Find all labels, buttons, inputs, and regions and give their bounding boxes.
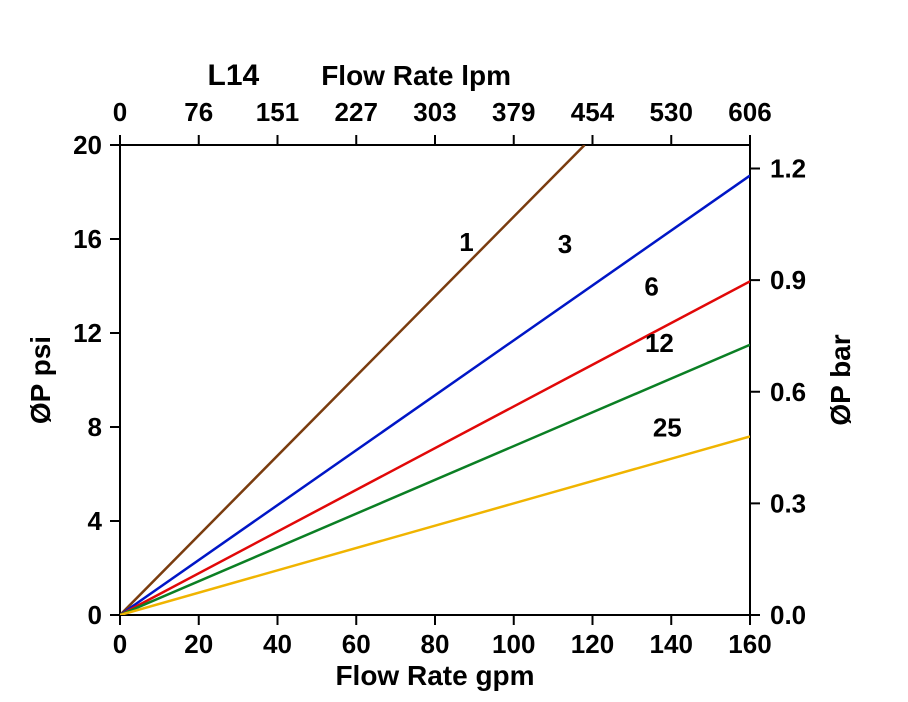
series-label-25: 25 (653, 412, 682, 442)
series-line-25 (120, 436, 750, 615)
series-label-3: 3 (558, 229, 572, 259)
series-label-6: 6 (644, 271, 658, 301)
y-right-title: ØP bar (825, 334, 856, 425)
x-bottom-tick-label: 40 (263, 629, 292, 659)
x-bottom-tick-label: 160 (728, 629, 771, 659)
y-left-tick-label: 20 (73, 130, 102, 160)
x-bottom-tick-label: 140 (650, 629, 693, 659)
x-top-tick-label: 151 (256, 97, 299, 127)
x-top-tick-label: 227 (335, 97, 378, 127)
y-left-tick-label: 8 (88, 412, 102, 442)
x-top-tick-label: 379 (492, 97, 535, 127)
x-top-tick-label: 606 (728, 97, 771, 127)
x-bottom-tick-label: 60 (342, 629, 371, 659)
y-right-tick-label: 0.0 (770, 600, 806, 630)
series-line-12 (120, 345, 750, 615)
x-bottom-tick-label: 80 (421, 629, 450, 659)
y-left-title: ØP psi (25, 336, 56, 424)
x-top-tick-label: 530 (650, 97, 693, 127)
y-left-tick-label: 4 (88, 506, 103, 536)
y-right-tick-label: 1.2 (770, 154, 806, 184)
x-top-tick-label: 76 (184, 97, 213, 127)
l14-label: L14 (208, 59, 260, 92)
series-line-1 (120, 145, 585, 615)
x-bottom-tick-label: 120 (571, 629, 614, 659)
x-top-title: Flow Rate lpm (321, 60, 511, 91)
plot-border (120, 145, 750, 615)
series-label-1: 1 (459, 227, 473, 257)
y-left-tick-label: 16 (73, 224, 102, 254)
y-left-tick-label: 0 (88, 600, 102, 630)
x-top-tick-label: 303 (413, 97, 456, 127)
x-top-tick-label: 0 (113, 97, 127, 127)
x-bottom-tick-label: 0 (113, 629, 127, 659)
x-bottom-tick-label: 100 (492, 629, 535, 659)
x-top-tick-label: 454 (571, 97, 615, 127)
y-left-tick-label: 12 (73, 318, 102, 348)
series-line-3 (120, 176, 750, 615)
x-bottom-title: Flow Rate gpm (335, 660, 534, 691)
y-right-tick-label: 0.6 (770, 377, 806, 407)
series-label-12: 12 (645, 328, 674, 358)
y-right-tick-label: 0.3 (770, 488, 806, 518)
y-right-tick-label: 0.9 (770, 265, 806, 295)
x-bottom-tick-label: 20 (184, 629, 213, 659)
